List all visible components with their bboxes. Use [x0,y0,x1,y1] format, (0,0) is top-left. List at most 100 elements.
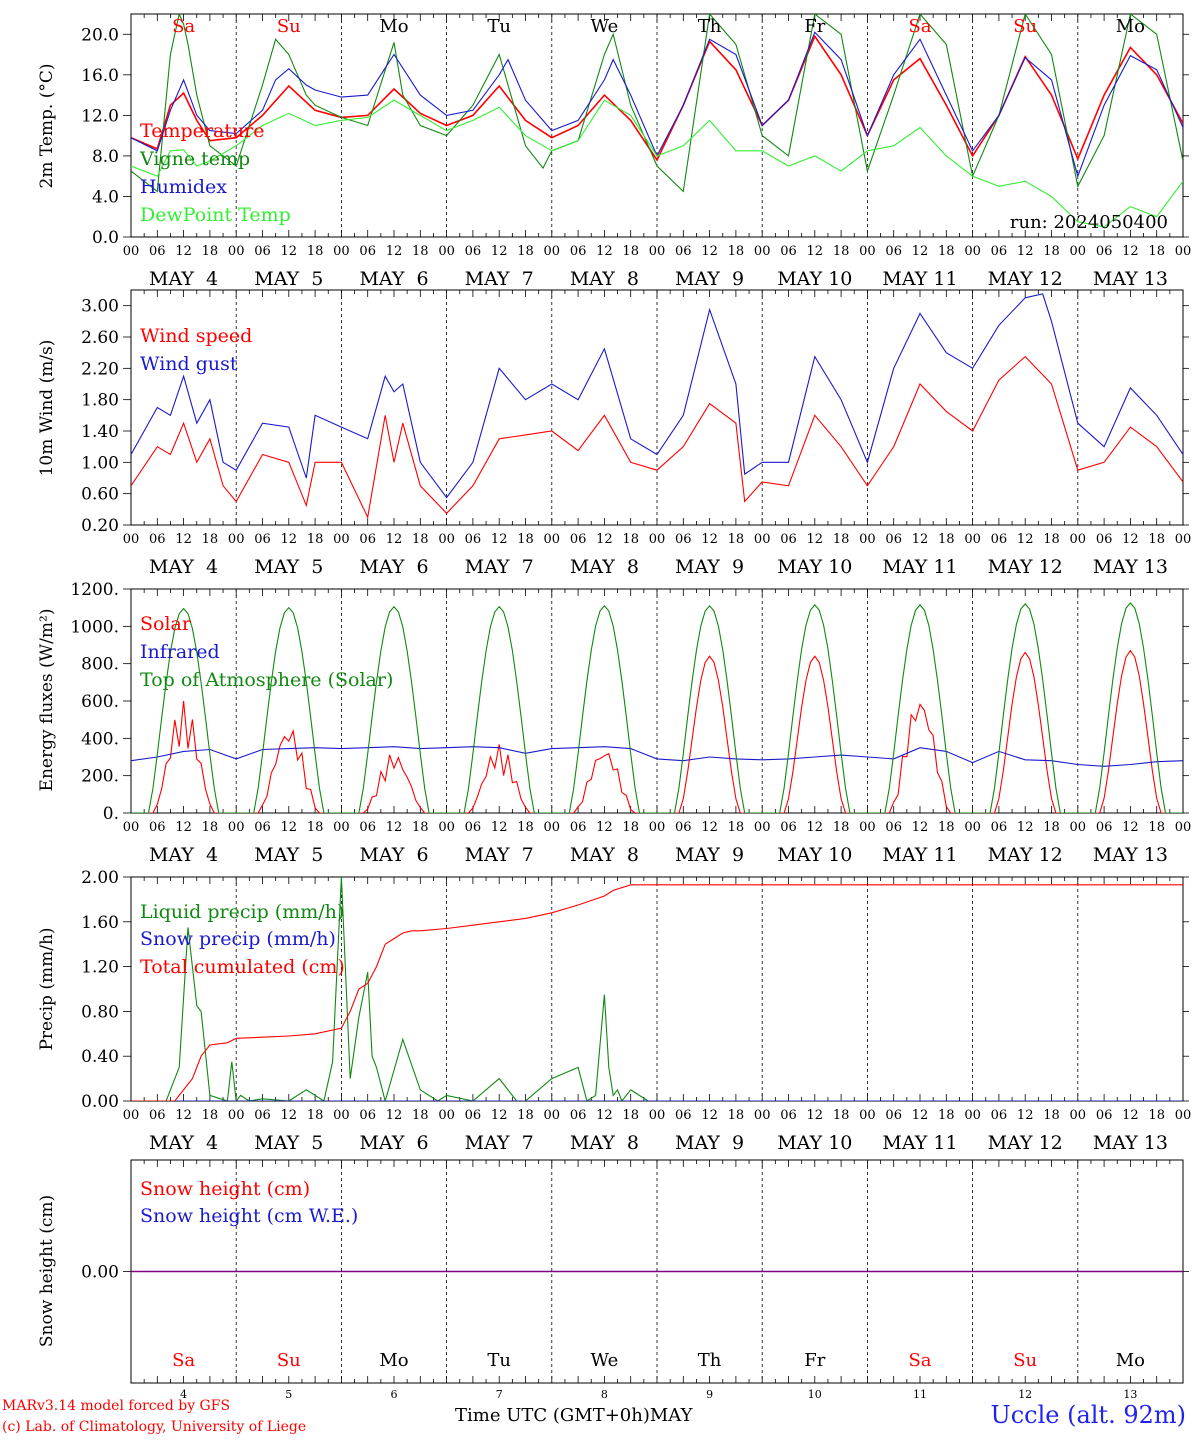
hour-tick-label: 00 [754,820,771,835]
hour-tick-label: 00 [649,820,666,835]
hour-tick-label: 00 [333,532,350,547]
hour-tick-label: 12 [491,532,508,547]
date-label: MAY 8 [570,556,639,578]
hour-tick-label: 00 [438,820,455,835]
day-name-label: Mo [379,16,408,37]
hour-tick-label: 12 [912,532,929,547]
date-label: MAY 13 [1093,844,1168,866]
hour-tick-label: 12 [1017,532,1034,547]
fluxes-frame [130,588,1184,814]
hour-tick-label: 00 [544,244,561,259]
fluxes-series-top-of-atmosphere-solar- [131,602,1183,813]
fluxes-y-tick-label: 200. [81,767,119,787]
hour-tick-label: 06 [991,244,1008,259]
date-label: MAY 9 [675,844,744,866]
hour-tick-label: 12 [281,1108,298,1123]
fluxes-series-infrared [131,746,1183,767]
date-label: MAY 9 [675,1132,744,1154]
temperature-y-tick-label: 4.0 [92,187,119,207]
hour-tick-label: 12 [1122,532,1139,547]
day-name-label: Fr [804,16,825,37]
hour-tick-label: 18 [412,1108,429,1123]
hour-tick-label: 06 [149,820,166,835]
wind-y-tick-label: 2.60 [81,328,119,348]
hour-tick-label: 06 [885,820,902,835]
day-number-label: 6 [391,1388,398,1401]
date-label: MAY 11 [882,268,957,290]
date-label: MAY 8 [570,268,639,290]
hour-tick-label: 00 [228,1108,245,1123]
day-name-label: Sa [908,16,931,37]
hour-tick-label: 18 [833,244,850,259]
hour-tick-label: 18 [622,820,639,835]
date-label: MAY 6 [359,268,428,290]
precip-series-total-cumulated-cm- [131,884,1183,1101]
wind-y-tick-label: 1.40 [81,422,119,442]
hour-tick-label: 12 [701,1108,718,1123]
hour-tick-label: 12 [281,532,298,547]
hour-tick-label: 18 [307,532,324,547]
hour-tick-label: 18 [517,244,534,259]
hour-tick-label: 12 [807,1108,824,1123]
precip-y-tick-label: 0.00 [81,1092,119,1112]
day-name-label: Mo [1116,16,1145,37]
hour-tick-label: 12 [175,532,192,547]
hour-tick-label: 12 [491,1108,508,1123]
hour-tick-label: 12 [1122,820,1139,835]
hour-tick-label: 18 [833,820,850,835]
temperature-y-tick-label: 12.0 [81,106,119,126]
hour-tick-label: 18 [1148,820,1165,835]
hour-tick-label: 18 [1043,820,1060,835]
hour-tick-label: 12 [491,820,508,835]
hour-tick-label: 18 [307,1108,324,1123]
hour-tick-label: 12 [281,244,298,259]
precip-y-tick-label: 0.80 [81,1002,119,1022]
date-label: MAY 5 [254,844,323,866]
hour-tick-label: 12 [912,1108,929,1123]
hour-tick-label: 12 [1122,244,1139,259]
hour-tick-label: 06 [1096,532,1113,547]
hour-tick-label: 00 [649,532,666,547]
precip-legend-item: Total cumulated (cm) [140,956,345,978]
date-label: MAY 7 [465,556,534,578]
hour-tick-label: 06 [570,532,587,547]
date-label: MAY 5 [254,268,323,290]
hour-tick-label: 12 [701,532,718,547]
hour-tick-label: 00 [964,1108,981,1123]
temperature-y-axis-label: 2m Temp. (°C) [37,63,57,188]
hour-tick-label: 00 [964,244,981,259]
hour-tick-label: 12 [701,244,718,259]
hour-tick-label: 00 [544,1108,561,1123]
hour-tick-label: 00 [1175,244,1192,259]
hour-tick-label: 00 [123,244,140,259]
hour-tick-label: 18 [622,244,639,259]
precip-series-liquid-precip-mm-h- [131,877,1183,1101]
hour-tick-label: 06 [570,1108,587,1123]
temperature-legend-item: Humidex [140,176,227,198]
precip-y-tick-label: 1.60 [81,913,119,933]
snow-legend-item: Snow height (cm W.E.) [140,1205,358,1227]
wind-y-tick-label: 1.00 [81,453,119,473]
snow-y-tick-label: 0.00 [81,1263,119,1283]
hour-tick-label: 12 [596,244,613,259]
fluxes-y-tick-label: 1200. [70,580,119,600]
hour-tick-label: 12 [807,820,824,835]
date-label: MAY 9 [675,268,744,290]
hour-tick-label: 06 [465,532,482,547]
hour-tick-label: 06 [780,532,797,547]
hour-tick-label: 18 [202,820,219,835]
lab-credit: (c) Lab. of Climatology, University of L… [2,1419,307,1435]
snow-y-axis-label: Snow height (cm) [37,1195,57,1347]
day-number-label: 13 [1123,1388,1137,1401]
fluxes-legend-item: Infrared [140,641,220,663]
date-label: MAY 13 [1093,268,1168,290]
hour-tick-label: 06 [570,244,587,259]
hour-tick-label: 18 [1043,244,1060,259]
date-label: MAY 5 [254,556,323,578]
hour-tick-label: 06 [465,1108,482,1123]
date-label: MAY 10 [777,268,852,290]
hour-tick-label: 18 [307,820,324,835]
temperature-legend-item: Temperature [140,120,264,142]
hour-tick-label: 06 [465,820,482,835]
